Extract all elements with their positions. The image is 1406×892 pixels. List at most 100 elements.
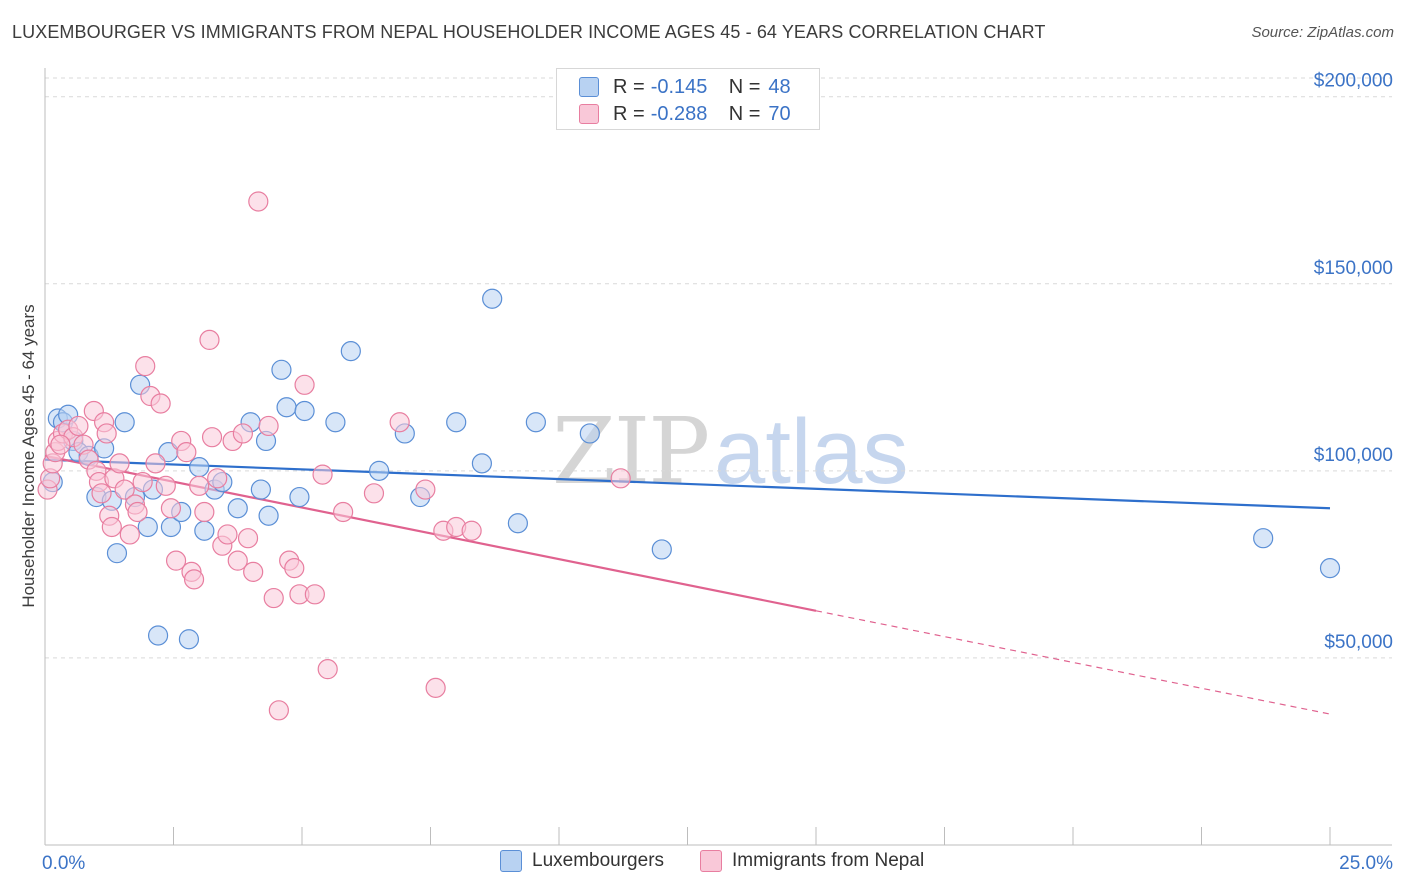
legend-item-luxembourgers[interactable]: Luxembourgers — [500, 850, 664, 872]
luxembourger-point — [482, 288, 503, 309]
luxembourger-point — [471, 453, 492, 474]
legend-n-value: 48 — [768, 75, 791, 98]
nepal-point — [312, 464, 333, 485]
nepal-point — [201, 427, 223, 448]
nepal-point — [425, 677, 446, 698]
pink-trend-line-extension — [815, 610, 1331, 715]
nepal-point — [50, 434, 71, 455]
nepal-point — [227, 550, 248, 571]
luxembourger-point — [525, 412, 546, 433]
legend-swatch-blue — [579, 77, 599, 97]
nepal-point — [119, 524, 140, 545]
nepal-point — [317, 659, 338, 680]
nepal-point — [183, 569, 205, 590]
luxembourger-point — [227, 498, 248, 519]
nepal-point — [135, 355, 156, 377]
nepal-point — [268, 700, 289, 721]
y-tick-label: $150,000 — [1314, 258, 1393, 279]
nepal-point — [237, 528, 259, 549]
nepal-point — [217, 524, 238, 545]
y-tick-label: $100,000 — [1314, 445, 1393, 466]
legend-label: Immigrants from Nepal — [732, 850, 925, 871]
luxembourger-point — [106, 543, 128, 564]
luxembourger-point — [1253, 528, 1274, 549]
legend-item-nepal[interactable]: Immigrants from Nepal — [700, 850, 924, 872]
luxembourger-point — [446, 412, 467, 433]
y-axis-title: Householder Income Ages 45 - 64 years — [19, 304, 38, 607]
luxembourger-point — [189, 457, 210, 478]
luxembourger-point — [289, 486, 310, 508]
legend-row-nepal: R = -0.288 N = 70 — [579, 100, 791, 128]
correlation-legend: R = -0.145 N = 48 R = -0.288 N = 70 — [556, 68, 820, 130]
nepal-point — [389, 412, 410, 433]
trend-lines — [44, 454, 1331, 715]
nepal-point — [101, 516, 122, 538]
luxembourger-point — [258, 505, 279, 526]
nepal-point — [284, 558, 305, 579]
legend-r-value: -0.288 — [650, 102, 708, 125]
nepal-point — [155, 475, 176, 496]
luxembourger-point — [194, 520, 215, 541]
luxembourger-point — [271, 359, 292, 380]
luxembourger-point — [325, 412, 346, 433]
nepal-point — [132, 471, 153, 493]
legend-swatch-pink — [700, 850, 722, 872]
luxembourger-point — [369, 460, 390, 481]
x-tick-label: 25.0% — [1339, 853, 1393, 874]
nepal-point — [96, 423, 117, 444]
axis-labels: $50,000 $100,000 $150,000 $200,000 0.0% 25.0%… — [19, 71, 1393, 874]
legend-n-label: N = — [728, 102, 761, 125]
nepal-point — [415, 479, 436, 500]
blue-trend-line — [44, 458, 1331, 510]
chart-title: LUXEMBOURGER VS IMMIGRANTS FROM NEPAL HO… — [12, 22, 1046, 42]
x-tick-label: 0.0% — [42, 853, 85, 874]
nepal-point — [258, 415, 279, 437]
luxembourger-point — [114, 412, 135, 433]
nepal-point — [150, 393, 171, 414]
luxembourger-point — [178, 629, 200, 650]
legend-n-label: N = — [728, 75, 761, 98]
data-points — [37, 191, 1341, 721]
legend-r-label: R = — [613, 102, 645, 125]
legend-r-label: R = — [613, 75, 645, 98]
watermark-zip: ZIP — [552, 398, 710, 505]
nepal-point — [363, 483, 385, 504]
nepal-point — [127, 501, 148, 523]
nepal-point — [248, 191, 269, 212]
watermark: ZIPatlas — [552, 398, 909, 505]
chart-source: Source: ZipAtlas.com — [1251, 24, 1394, 41]
y-tick-label: $50,000 — [1324, 632, 1393, 653]
legend-n-value: 70 — [768, 102, 791, 125]
nepal-point — [304, 584, 325, 605]
luxembourger-point — [507, 513, 528, 534]
y-tick-label: $200,000 — [1314, 71, 1393, 92]
nepal-point — [207, 468, 228, 489]
nepal-point — [461, 520, 482, 541]
nepal-point — [160, 498, 182, 519]
luxembourger-point — [147, 625, 169, 646]
nepal-point — [189, 475, 210, 496]
nepal-point — [199, 329, 220, 351]
luxembourger-point — [276, 397, 297, 418]
series-legend: Luxembourgers Immigrants from Nepal — [0, 850, 1406, 878]
luxembourger-point — [1319, 558, 1341, 579]
nepal-point — [263, 587, 284, 609]
nepal-point — [68, 415, 89, 437]
nepal-point — [176, 442, 197, 463]
axes — [44, 68, 1392, 846]
nepal-point — [114, 479, 135, 500]
luxembourger-point — [579, 423, 600, 444]
legend-label: Luxembourgers — [532, 850, 665, 871]
nepal-point — [232, 423, 253, 444]
luxembourger-point — [250, 479, 271, 500]
luxembourger-point — [340, 341, 361, 362]
nepal-point — [109, 453, 130, 474]
luxembourger-point — [651, 539, 672, 560]
nepal-point — [243, 561, 264, 582]
luxembourger-point — [137, 516, 158, 538]
nepal-point — [194, 501, 215, 523]
nepal-point — [91, 483, 112, 504]
nepal-point — [145, 453, 166, 474]
nepal-point — [294, 374, 315, 395]
